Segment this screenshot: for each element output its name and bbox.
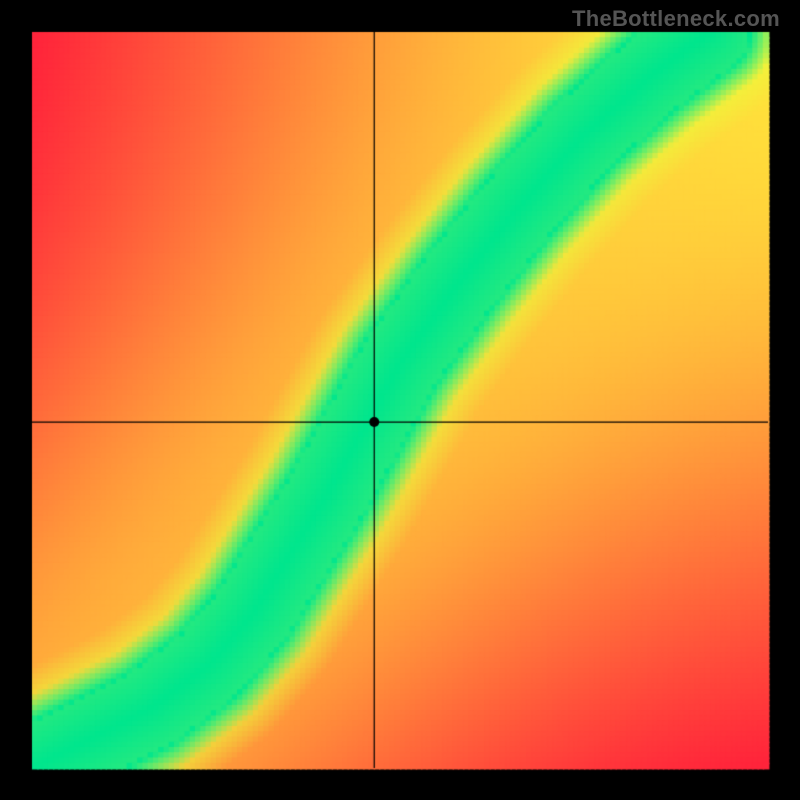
watermark-text: TheBottleneck.com: [572, 6, 780, 32]
bottleneck-heatmap: [0, 0, 800, 800]
